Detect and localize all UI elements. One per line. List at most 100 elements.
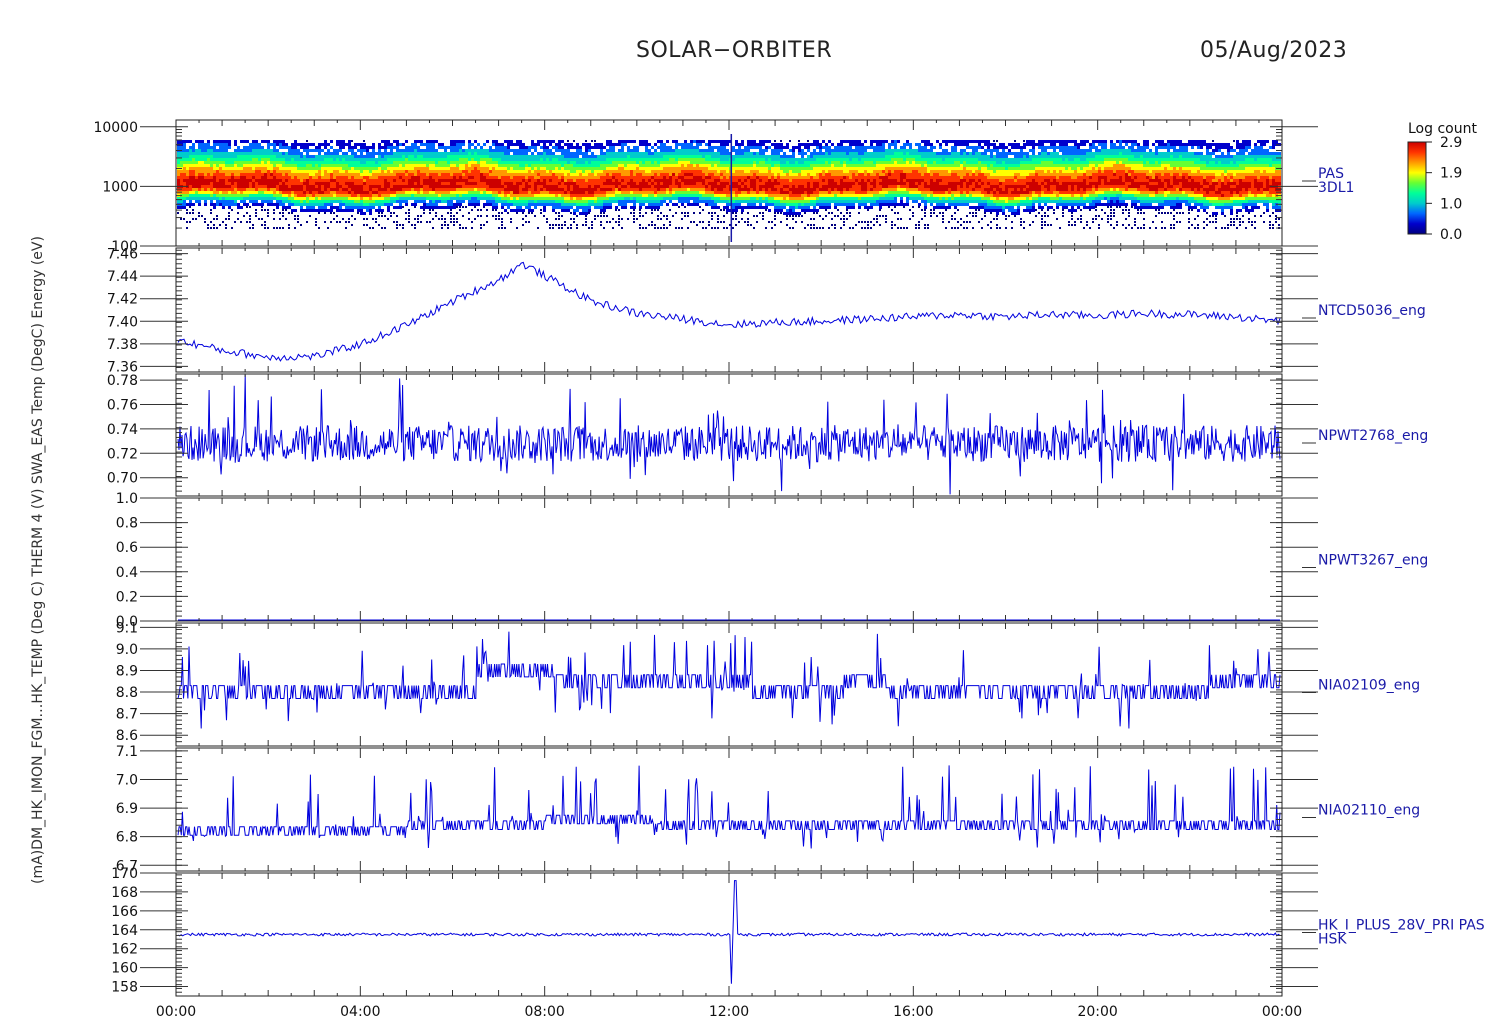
spectrogram-pixel <box>645 149 648 152</box>
spectrogram-pixel <box>795 191 798 194</box>
spectrogram-pixel <box>684 170 687 173</box>
spectrogram-pixel <box>369 167 372 170</box>
spectrogram-pixel <box>261 206 263 208</box>
spectrogram-pixel <box>384 161 387 164</box>
spectrogram-pixel <box>369 209 372 212</box>
spectrogram-pixel <box>753 197 756 200</box>
spectrogram-pixel <box>642 185 645 188</box>
spectrogram-pixel <box>537 194 540 197</box>
spectrogram-pixel <box>354 197 357 200</box>
spectrogram-pixel <box>288 200 291 203</box>
spectrogram-pixel <box>624 197 627 200</box>
spectrogram-pixel <box>723 170 726 173</box>
spectrogram-pixel <box>672 155 675 158</box>
spectrogram-pixel <box>663 182 666 185</box>
spectrogram-pixel <box>753 155 756 158</box>
spectrogram-pixel <box>777 173 780 176</box>
spectrogram-pixel <box>528 194 531 197</box>
spectrogram-pixel <box>255 164 258 167</box>
spectrogram-pixel <box>360 203 363 206</box>
spectrogram-pixel <box>594 182 597 185</box>
spectrogram-pixel <box>435 206 438 209</box>
spectrogram-pixel <box>693 149 696 152</box>
spectrogram-pixel <box>306 221 308 223</box>
spectrogram-pixel <box>630 173 633 176</box>
spectrogram-pixel <box>414 179 417 182</box>
spectrogram-pixel <box>765 194 768 197</box>
spectrogram-pixel <box>354 152 357 155</box>
spectrogram-pixel <box>654 227 656 229</box>
spectrogram-pixel <box>657 152 660 155</box>
spectrogram-pixel <box>801 155 804 158</box>
spectrogram-pixel <box>453 149 456 152</box>
spectrogram-pixel <box>273 182 276 185</box>
spectrogram-pixel <box>369 179 372 182</box>
spectrogram-pixel <box>360 182 363 185</box>
spectrogram-pixel <box>252 185 255 188</box>
spectrogram-pixel <box>432 146 435 149</box>
spectrogram-pixel <box>585 194 588 197</box>
spectrogram-pixel <box>648 179 651 182</box>
spectrogram-pixel <box>594 185 597 188</box>
spectrogram-pixel <box>345 221 347 223</box>
spectrogram-pixel <box>264 173 267 176</box>
spectrogram-pixel <box>177 176 180 179</box>
spectrogram-pixel <box>381 146 384 149</box>
spectrogram-pixel <box>582 176 585 179</box>
spectrogram-pixel <box>216 188 219 191</box>
spectrogram-pixel <box>627 182 630 185</box>
spectrogram-pixel <box>654 155 657 158</box>
spectrogram-pixel <box>183 206 186 209</box>
spectrogram-pixel <box>438 206 441 209</box>
spectrogram-pixel <box>378 197 381 200</box>
spectrogram-pixel <box>603 182 606 185</box>
spectrogram-pixel <box>516 182 519 185</box>
spectrogram-pixel <box>606 185 609 188</box>
spectrogram-pixel <box>687 179 690 182</box>
spectrogram-pixel <box>558 173 561 176</box>
spectrogram-pixel <box>510 191 513 194</box>
spectrogram-pixel <box>654 209 656 211</box>
spectrogram-pixel <box>393 164 396 167</box>
spectrogram-pixel <box>621 182 624 185</box>
spectrogram-pixel <box>573 140 575 142</box>
spectrogram-pixel <box>654 185 657 188</box>
spectrogram-pixel <box>345 164 348 167</box>
spectrogram-pixel <box>378 209 381 212</box>
spectrogram-pixel <box>504 146 507 149</box>
spectrogram-pixel <box>363 182 366 185</box>
spectrogram-pixel <box>618 191 621 194</box>
spectrogram-pixel <box>243 167 246 170</box>
spectrogram-pixel <box>522 179 525 182</box>
spectrogram-pixel <box>660 227 662 229</box>
spectrogram-pixel <box>306 149 309 152</box>
spectrogram-pixel <box>225 203 228 206</box>
spectrogram-pixel <box>537 191 540 194</box>
spectrogram-pixel <box>330 146 333 149</box>
spectrogram-pixel <box>603 197 606 200</box>
spectrogram-pixel <box>726 209 729 212</box>
spectrogram-pixel <box>531 176 534 179</box>
spectrogram-pixel <box>504 179 507 182</box>
spectrogram-pixel <box>633 173 636 176</box>
spectrogram-pixel <box>756 200 759 203</box>
spectrogram-pixel <box>507 167 510 170</box>
spectrogram-pixel <box>570 167 573 170</box>
spectrogram-pixel <box>597 173 600 176</box>
spectrogram-pixel <box>591 170 594 173</box>
spectrogram-pixel <box>699 140 702 143</box>
spectrogram-pixel <box>336 143 339 146</box>
spectrogram-pixel <box>363 212 366 215</box>
spectrogram-pixel <box>489 188 492 191</box>
spectrogram-pixel <box>366 164 369 167</box>
spectrogram-pixel <box>810 224 812 226</box>
spectrogram-pixel <box>471 221 473 223</box>
spectrogram-pixel <box>582 188 585 191</box>
spectrogram-pixel <box>207 143 210 146</box>
spectrogram-pixel <box>744 197 747 200</box>
spectrogram-pixel <box>231 200 234 203</box>
spectrogram-pixel <box>639 158 642 161</box>
spectrogram-pixel <box>789 191 792 194</box>
spectrogram-pixel <box>693 140 696 143</box>
spectrogram-pixel <box>273 170 276 173</box>
